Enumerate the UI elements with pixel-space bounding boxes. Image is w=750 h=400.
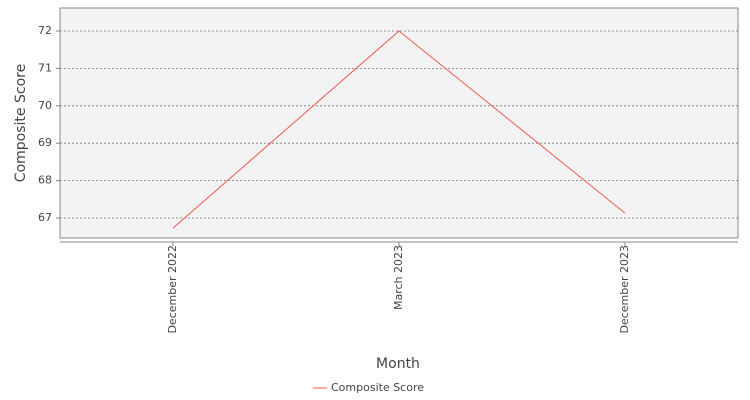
y-tick-label: 71 — [38, 61, 52, 74]
x-tick-label: March 2023 — [392, 245, 405, 310]
y-tick-label: 69 — [38, 136, 52, 149]
x-axis-title: Month — [376, 356, 420, 372]
y-tick-label: 72 — [38, 24, 52, 37]
plot-area — [59, 7, 739, 239]
y-tick-label: 67 — [38, 211, 52, 224]
y-tick-label: 70 — [38, 99, 52, 112]
x-tick-label: December 2022 — [166, 245, 179, 334]
series-line — [172, 30, 626, 229]
x-tick-label: December 2023 — [618, 245, 631, 334]
y-tick-label: 68 — [38, 174, 52, 187]
y-axis-title: Composite Score — [13, 64, 29, 182]
legend-label: Composite Score — [331, 381, 424, 394]
